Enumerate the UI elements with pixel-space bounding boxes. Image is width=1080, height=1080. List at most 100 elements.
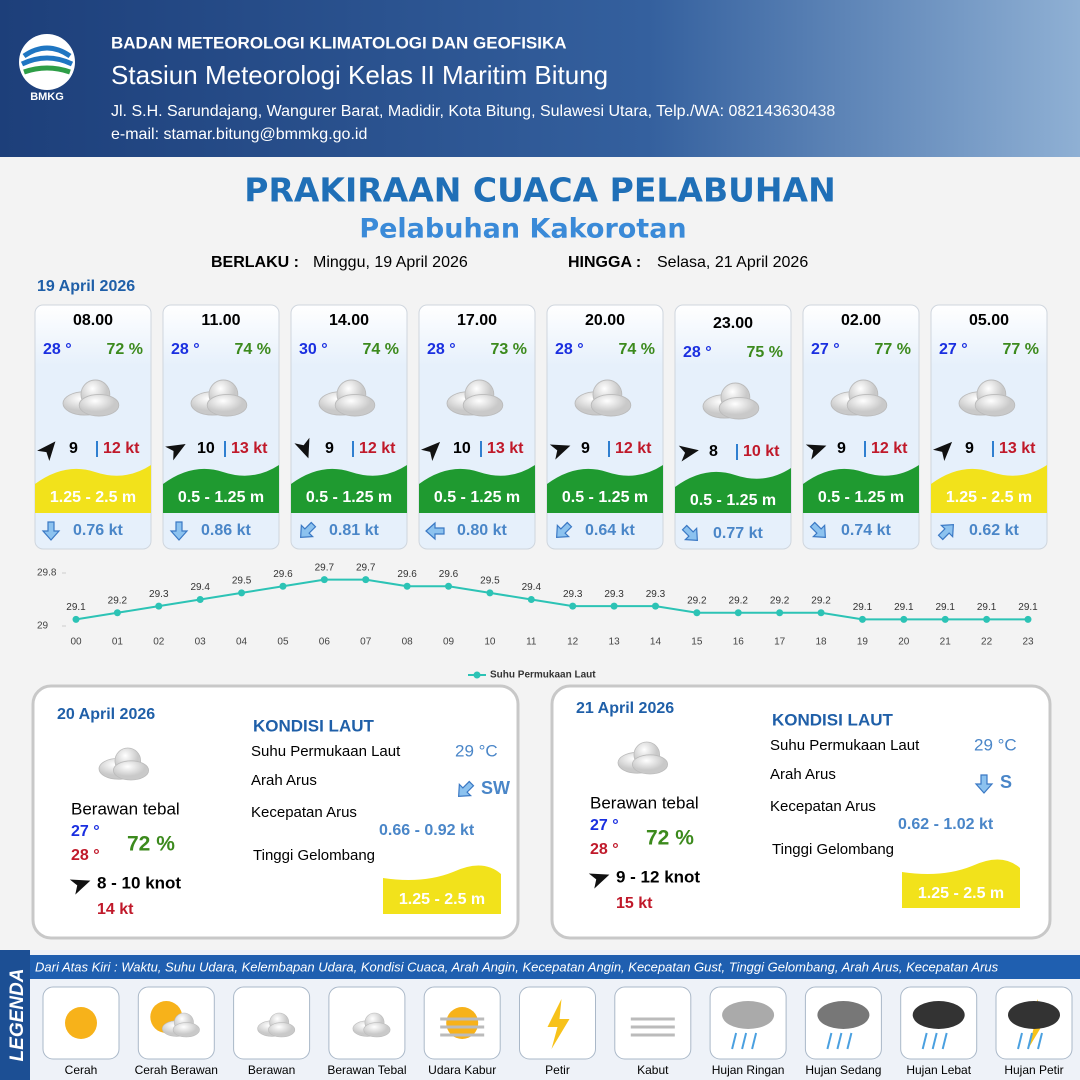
sst-point	[445, 582, 453, 590]
sst-label: 29.4	[190, 582, 210, 593]
card-current: 0.76 kt	[73, 522, 123, 539]
card-humidity: 73 %	[491, 341, 527, 358]
rain-drop	[931, 1032, 938, 1050]
day-wind: 8 - 10 knot	[97, 873, 181, 892]
sst-label: 29.3	[563, 589, 583, 600]
sst-point	[486, 589, 494, 597]
cloud-icon	[446, 379, 504, 417]
current-arrow	[41, 521, 61, 541]
legend-item: Hujan Sedang	[804, 986, 882, 1077]
current-arrow	[809, 521, 827, 539]
day-panel: 21 April 2026 Berawan tebal 27 ° 28 ° 72 % 9 …	[550, 684, 1052, 940]
cloud-icon	[352, 1012, 391, 1038]
rain-drop	[741, 1032, 748, 1050]
sst-value: 29 °C	[974, 735, 1017, 754]
card-gust: 12 kt	[103, 440, 140, 457]
card-time: 11.00	[201, 312, 240, 329]
card-temp: 28 °	[171, 341, 200, 358]
sea-title: KONDISI LAUT	[772, 710, 894, 729]
cloud-icon	[318, 379, 376, 417]
wind-arrow	[69, 879, 91, 895]
speed-label: Kecepatan Arus	[770, 798, 876, 815]
sst-point	[610, 602, 618, 610]
x-tick-label: 13	[609, 637, 621, 648]
current-arrow	[974, 774, 994, 794]
x-tick-label: 04	[236, 637, 248, 648]
bolt	[547, 999, 570, 1049]
sst-label: Suhu Permukaan Laut	[251, 743, 401, 760]
sst-label: 29.3	[646, 589, 666, 600]
logo: BMKG	[19, 34, 75, 103]
card-time: 08.00	[73, 312, 113, 329]
legend-section: LEGENDA Dari Atas Kiri : Waktu, Suhu Uda…	[0, 950, 1080, 1080]
email: e-mail: stamar.bitung@bmmkg.go.id	[111, 126, 367, 143]
cloud-icon	[62, 379, 120, 417]
cloud-icon	[190, 379, 248, 417]
rain-drop	[731, 1032, 738, 1050]
card-gust: 13 kt	[231, 440, 268, 457]
rain-drop	[836, 1032, 843, 1050]
sst-point	[196, 596, 204, 603]
legend-item: Petir	[519, 986, 596, 1077]
cloud-part	[718, 396, 760, 420]
legend-item-label: Berawan	[248, 1063, 295, 1077]
card-current: 0.74 kt	[841, 522, 891, 539]
cloud-part	[631, 754, 669, 775]
sst-point	[362, 576, 370, 584]
wave-label: Tinggi Gelombang	[253, 847, 375, 864]
cloud-part	[590, 393, 632, 417]
sst-label: 29.1	[935, 602, 955, 613]
sst-label: 29.6	[273, 569, 293, 580]
card-time: 23.00	[713, 315, 753, 332]
current-arrow	[681, 524, 699, 542]
wind-arrow	[549, 444, 571, 460]
cloud-part	[462, 393, 504, 417]
sst-label: 29.6	[439, 569, 459, 580]
cloud-part	[172, 1022, 200, 1038]
rain-drop	[941, 1032, 948, 1050]
x-tick-label: 10	[484, 637, 496, 648]
legend-item: Hujan Ringan	[709, 986, 787, 1077]
legend-item-label: Petir	[545, 1063, 570, 1077]
legend-item: Cerah Berawan	[135, 986, 218, 1077]
card-temp: 30 °	[299, 341, 328, 358]
rain-cloud	[912, 1001, 965, 1029]
cloud-icon	[617, 741, 669, 775]
validity-from-label: BERLAKU :	[211, 254, 299, 271]
card-humidity: 72 %	[107, 341, 143, 358]
legend-item-label: Udara Kabur	[428, 1063, 496, 1077]
card-current: 0.81 kt	[329, 522, 379, 539]
rain-cloud	[1008, 1001, 1060, 1029]
day-gust: 15 kt	[616, 895, 653, 912]
org-name: BADAN METEOROLOGI KLIMATOLOGI DAN GEOFIS…	[111, 33, 567, 52]
x-tick-label: 05	[277, 637, 289, 648]
legend-item-label: Berawan Tebal	[327, 1063, 406, 1077]
legend-desc-bar	[30, 955, 1080, 979]
rain-drop	[846, 1032, 853, 1050]
sst-label: 29.6	[397, 569, 417, 580]
day-humidity: 72 %	[646, 827, 694, 850]
cloud-part	[112, 760, 150, 781]
sst-label: Suhu Permukaan Laut	[770, 737, 920, 754]
card-gust: 13 kt	[999, 440, 1036, 457]
speed-value: 0.66 - 0.92 kt	[379, 822, 475, 839]
sst-point	[155, 602, 163, 610]
x-tick-label: 08	[402, 637, 414, 648]
wind-arrow	[678, 445, 699, 462]
sst-point	[279, 582, 287, 590]
day-tmax: 28 °	[590, 841, 619, 858]
legend-item: Hujan Lebat	[900, 986, 978, 1077]
sst-label: 29.1	[894, 602, 914, 613]
x-tick-label: 16	[733, 637, 745, 648]
legend-item-label: Cerah	[65, 1063, 98, 1077]
sst-point	[527, 596, 535, 603]
cloud-part	[206, 393, 248, 417]
sst-label: 29.2	[770, 595, 790, 606]
card-wind: 10	[197, 440, 215, 457]
sst-point	[941, 615, 949, 623]
dir-value: SW	[481, 778, 510, 798]
card-wind: 9	[325, 440, 334, 457]
cloud-icon	[257, 1012, 296, 1038]
